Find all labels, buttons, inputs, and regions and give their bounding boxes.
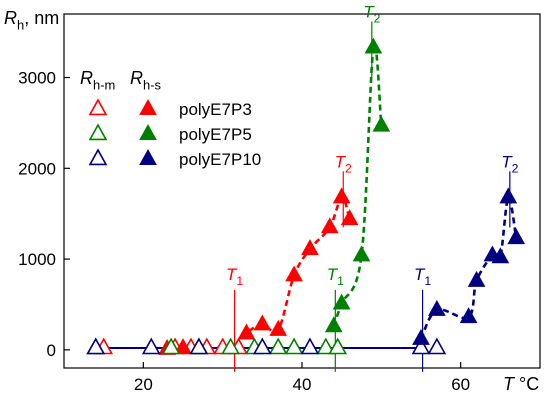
T1-label: T1 [414, 265, 431, 288]
T2-label: T2 [501, 152, 518, 175]
y-tick-label: 1000 [18, 250, 56, 269]
T1-label: T1 [327, 265, 344, 288]
legend-marker-rhm [88, 123, 108, 141]
data-point-rhs [332, 187, 351, 204]
data-point-rhs [491, 247, 510, 264]
data-point-rhm [411, 337, 431, 355]
data-point-rhs [467, 270, 486, 287]
x-tick-label: 40 [293, 375, 312, 394]
T2-label: T2 [363, 3, 380, 26]
legend-label: polyE7P5 [179, 125, 252, 144]
data-point-rhs [499, 187, 518, 204]
data-point-rhs [237, 323, 256, 340]
series-curve [419, 196, 518, 340]
T2-label-part: T [363, 3, 375, 22]
data-point-rhs [253, 314, 272, 331]
data-point-rhs [352, 245, 371, 262]
legend-col-rhm: Rh-m [80, 68, 115, 92]
legend-col-rhs: Rh-s [130, 68, 162, 92]
legend-col-rhm-part: h-m [93, 77, 115, 92]
T1-label: T1 [226, 265, 243, 288]
data-point-rhm [86, 337, 106, 355]
legend-marker-rhs [139, 149, 157, 165]
data-point-rhs [507, 228, 526, 245]
legend-marker-rhm [88, 98, 108, 116]
data-point-rhs [269, 319, 288, 336]
T1-label-part: T [226, 265, 238, 284]
T2-label-part: 2 [374, 12, 381, 26]
data-point-rhm [316, 337, 336, 355]
T1-label-part: 1 [236, 274, 243, 288]
data-point-rhs [459, 307, 478, 324]
legend-marker-rhs [139, 124, 157, 140]
y-axis-title-part: h [17, 17, 24, 32]
data-point-rhm [252, 337, 272, 355]
T1-label-part: T [327, 265, 339, 284]
y-axis-title-part: R [4, 8, 17, 28]
data-point-rhm [328, 337, 348, 355]
data-point-rhs [285, 265, 303, 282]
data-point-rhm [284, 337, 304, 355]
x-axis-title: T °C [503, 374, 539, 394]
data-point-rhm [221, 337, 240, 355]
data-point-rhm [268, 337, 288, 355]
data-point-rhm [427, 337, 447, 355]
data-point-rhs [364, 37, 383, 54]
data-point-rhs [301, 239, 319, 256]
T2-label-part: 2 [512, 161, 519, 175]
legend-marker-rhm [88, 148, 108, 166]
x-axis-title-part: °C [514, 374, 539, 394]
T2-label-part: 2 [345, 161, 352, 175]
data-point-rhm [161, 337, 181, 355]
legend-col-rhm-part: R [80, 68, 93, 88]
data-point-rhm [141, 337, 161, 355]
x-tick-label: 20 [134, 375, 153, 394]
T2-label: T2 [335, 152, 352, 175]
T1-label-part: T [414, 265, 426, 284]
legend-marker-rhs [139, 99, 157, 115]
T2-label-part: T [335, 152, 347, 171]
legend-label: polyE7P3 [179, 100, 252, 119]
data-point-rhs [320, 217, 339, 234]
data-point-rhs [372, 115, 391, 132]
legend-col-rhs-part: h-s [143, 77, 162, 92]
data-point-rhs [332, 293, 351, 310]
y-tick-label: 2000 [18, 159, 56, 178]
T2-label-part: T [501, 152, 513, 171]
data-point-rhs [428, 299, 446, 316]
data-point-rhm [189, 337, 209, 355]
y-tick-label: 3000 [18, 69, 56, 88]
T1-label-part: 1 [424, 274, 431, 288]
y-tick-label: 0 [47, 341, 56, 360]
x-axis-title-part: T [503, 374, 516, 394]
data-point-rhm [300, 337, 320, 355]
T1-label-part: 1 [337, 274, 344, 288]
data-point-rhs [174, 338, 192, 355]
data-point-rhs [340, 209, 359, 226]
y-axis-title: Rh, nm [4, 8, 59, 32]
legend-col-rhs-part: R [130, 68, 143, 88]
y-axis-title-part: , nm [24, 8, 59, 28]
data-point-rhs [324, 316, 343, 333]
legend-label: polyE7P10 [179, 150, 261, 169]
data-point-rhs [412, 328, 430, 345]
x-tick-label: 60 [451, 375, 470, 394]
